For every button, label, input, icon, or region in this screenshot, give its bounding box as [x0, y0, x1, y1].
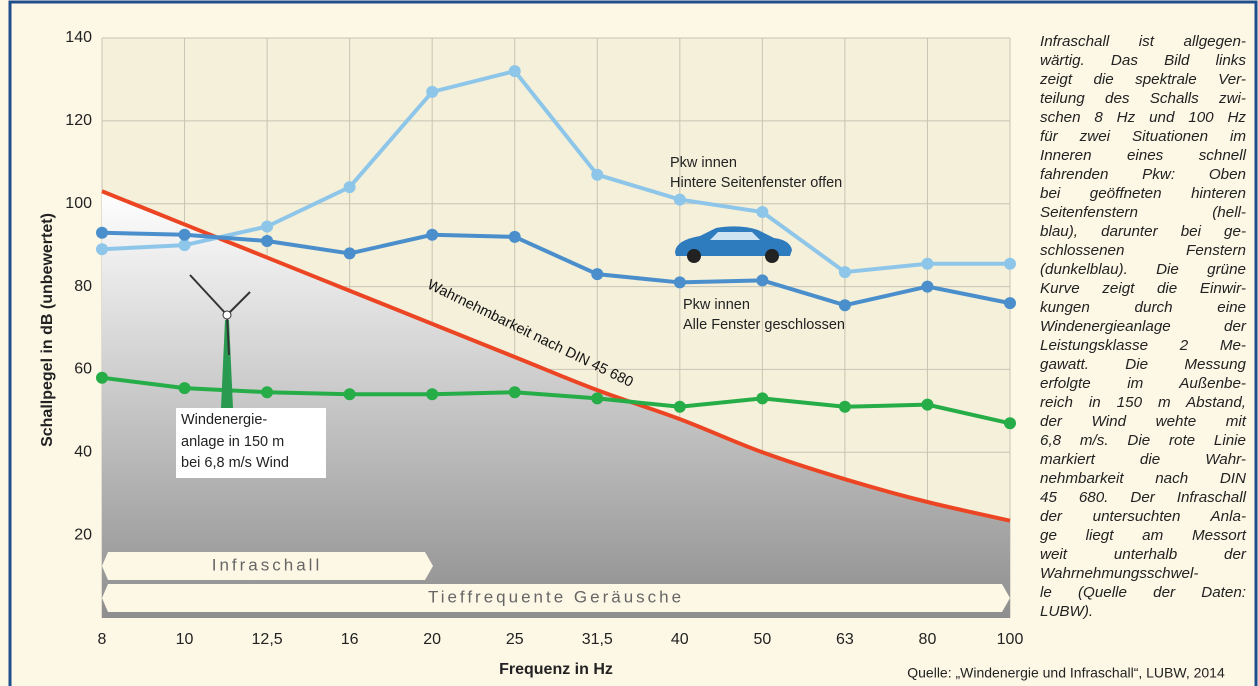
y-tick-label: 100: [65, 195, 92, 212]
description-line: schlossenen Fenstern: [1040, 241, 1246, 260]
description-line: wärtig. Das Bild links: [1040, 51, 1246, 70]
data-point: [509, 386, 521, 398]
x-tick-label: 31,5: [582, 631, 613, 648]
y-axis-label: Schallpegel in dB (unbewertet): [39, 213, 56, 447]
description-line: (dunkelblau). Die grüne: [1040, 260, 1246, 279]
description-line: nehmbarkeit nach DIN: [1040, 469, 1246, 488]
x-tick-label: 100: [997, 631, 1024, 648]
data-point: [839, 401, 851, 413]
data-point: [426, 388, 438, 400]
band-label: Infraschall: [212, 555, 322, 574]
data-point: [344, 247, 356, 259]
x-tick-label: 80: [919, 631, 937, 648]
x-tick-label: 20: [423, 631, 441, 648]
x-tick-label: 40: [671, 631, 689, 648]
description-line: Seitenfenstern (hell-: [1040, 203, 1246, 222]
x-tick-label: 25: [506, 631, 524, 648]
y-tick-label: 80: [74, 278, 92, 295]
data-point: [674, 276, 686, 288]
description-line: 6,8 m/s. Die rote Linie: [1040, 431, 1246, 450]
description-line: Kurve zeigt die Einwir-: [1040, 279, 1246, 298]
x-axis-label: Frequenz in Hz: [499, 661, 613, 678]
data-point: [261, 235, 273, 247]
data-point: [921, 399, 933, 411]
source: Quelle: „Windenergie und Infraschall“, L…: [907, 665, 1225, 681]
description-line: Infraschall ist allgegen-: [1040, 32, 1246, 51]
y-tick-label: 20: [74, 526, 92, 543]
x-tick-label: 16: [341, 631, 359, 648]
description-line: teilung des Schalls zwi-: [1040, 89, 1246, 108]
description-line: ge liegt am Messort: [1040, 526, 1246, 545]
data-point: [674, 401, 686, 413]
x-tick-label: 8: [98, 631, 107, 648]
description-line: Windenergieanlage der: [1040, 317, 1246, 336]
description-line: markiert die Wahr-: [1040, 450, 1246, 469]
description-line: gawatt. Die Messung: [1040, 355, 1246, 374]
description-line: 45 680. Der Infraschall: [1040, 488, 1246, 507]
annotation: Windenergie-: [181, 412, 267, 428]
description-line: für zwei Situationen im: [1040, 127, 1246, 146]
description: Infraschall ist allgegen-wärtig. Das Bil…: [1040, 32, 1246, 621]
data-point: [426, 86, 438, 98]
x-tick-label: 12,5: [252, 631, 283, 648]
description-line: der untersuchten Anla-: [1040, 507, 1246, 526]
data-point: [756, 392, 768, 404]
description-line: erfolgte im Außenbe-: [1040, 374, 1246, 393]
data-point: [839, 266, 851, 278]
description-line: schen 8 Hz und 100 Hz: [1040, 108, 1246, 127]
x-tick-label: 50: [753, 631, 771, 648]
description-line: Leistungsklasse 2 Me-: [1040, 336, 1246, 355]
data-point: [591, 169, 603, 181]
data-point: [344, 181, 356, 193]
data-point: [839, 299, 851, 311]
description-line: reich in 150 m Abstand,: [1040, 393, 1246, 412]
data-point: [674, 194, 686, 206]
data-point: [921, 281, 933, 293]
data-point: [426, 229, 438, 241]
y-tick-label: 120: [65, 112, 92, 129]
data-point: [344, 388, 356, 400]
y-tick-label: 60: [74, 361, 92, 378]
data-point: [756, 206, 768, 218]
description-line: le (Quelle der Daten:: [1040, 583, 1246, 602]
annotation: anlage in 150 m: [181, 434, 284, 450]
x-tick-label: 63: [836, 631, 854, 648]
description-line: bei geöffneten hinteren: [1040, 184, 1246, 203]
data-point: [179, 382, 191, 394]
data-point: [509, 65, 521, 77]
data-point: [96, 227, 108, 239]
annotation: Alle Fenster geschlossen: [683, 317, 845, 333]
data-point: [591, 392, 603, 404]
data-point: [1004, 258, 1016, 270]
description-line: Inneren eines schnell: [1040, 146, 1246, 165]
data-point: [1004, 417, 1016, 429]
annotation: Hintere Seitenfenster offen: [670, 175, 842, 191]
data-point: [509, 231, 521, 243]
data-point: [1004, 297, 1016, 309]
description-line: weit unterhalb der: [1040, 545, 1246, 564]
data-point: [756, 274, 768, 286]
annotation: bei 6,8 m/s Wind: [181, 455, 289, 471]
data-point: [179, 229, 191, 241]
description-line: der Wind wehte mit: [1040, 412, 1246, 431]
data-point: [96, 372, 108, 384]
annotation: Pkw innen: [683, 297, 750, 313]
description-line: fahrenden Pkw: Oben: [1040, 165, 1246, 184]
description-line: LUBW).: [1040, 602, 1246, 621]
description-line: Wahrnehmungsschwel-: [1040, 564, 1246, 583]
description-line: kungen durch eine: [1040, 298, 1246, 317]
annotation: Pkw innen: [670, 155, 737, 171]
data-point: [921, 258, 933, 270]
data-point: [179, 239, 191, 251]
description-line: blau), darunter bei ge-: [1040, 222, 1246, 241]
y-tick-label: 40: [74, 444, 92, 461]
data-point: [261, 386, 273, 398]
data-point: [96, 243, 108, 255]
data-point: [591, 268, 603, 280]
band-label: Tieffrequente Geräusche: [428, 587, 684, 606]
data-point: [261, 221, 273, 233]
y-tick-label: 140: [65, 29, 92, 46]
x-tick-label: 10: [176, 631, 194, 648]
description-line: zeigt die spektrale Ver-: [1040, 70, 1246, 89]
